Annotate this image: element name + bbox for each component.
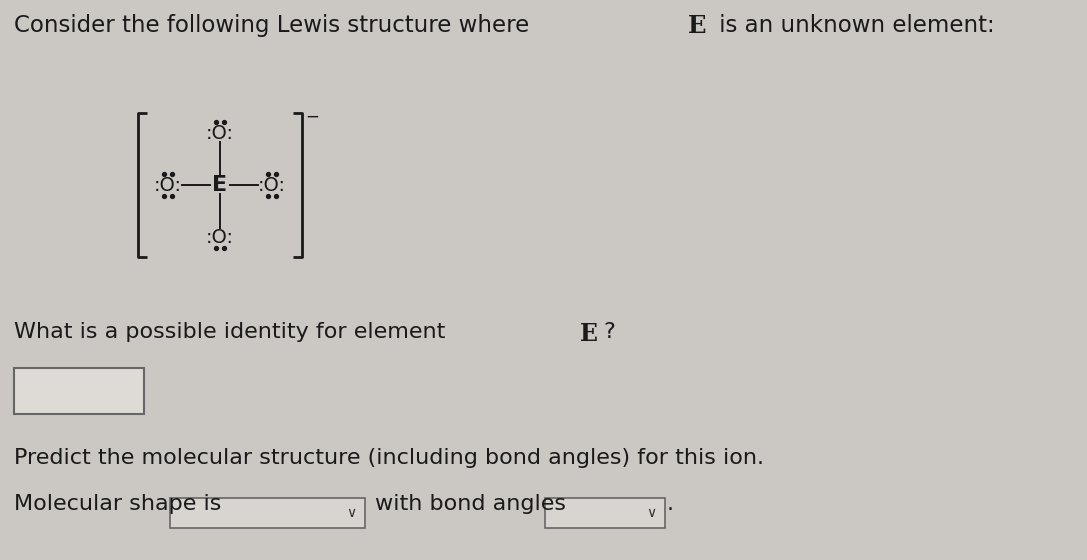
Text: :O:: :O: <box>154 175 182 194</box>
Text: E: E <box>579 322 598 346</box>
Text: :O:: :O: <box>207 124 234 142</box>
Text: is an unknown element:: is an unknown element: <box>712 14 995 37</box>
Text: What is a possible identity for element: What is a possible identity for element <box>14 322 452 342</box>
Bar <box>14 368 143 414</box>
Text: ∨: ∨ <box>646 506 657 520</box>
Text: with bond angles: with bond angles <box>375 494 566 514</box>
Text: Predict the molecular structure (including bond angles) for this ion.: Predict the molecular structure (includi… <box>14 448 764 468</box>
Text: ∨: ∨ <box>346 506 357 520</box>
Text: .: . <box>667 494 674 514</box>
Text: −: − <box>305 108 318 126</box>
Text: E: E <box>688 14 707 38</box>
Text: E: E <box>212 175 227 195</box>
Text: :O:: :O: <box>207 227 234 246</box>
Text: :O:: :O: <box>258 175 286 194</box>
Bar <box>170 498 365 528</box>
Bar <box>545 498 665 528</box>
Text: ?: ? <box>603 322 615 342</box>
Text: Consider the following Lewis structure where: Consider the following Lewis structure w… <box>14 14 537 37</box>
Text: Molecular shape is: Molecular shape is <box>14 494 222 514</box>
